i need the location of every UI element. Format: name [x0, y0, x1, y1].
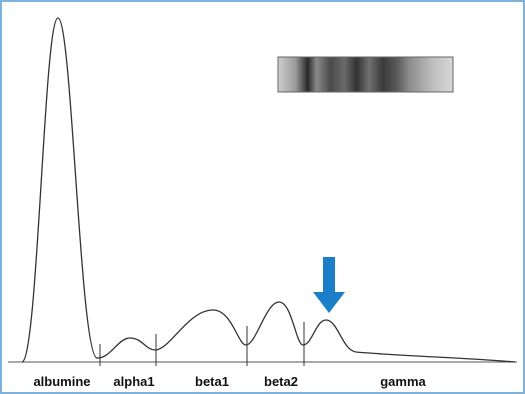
electrophoresis-figure: albumine alpha1 beta1 beta2 gamma: [0, 0, 525, 394]
fraction-label: beta1: [195, 374, 229, 389]
gel-strip: [278, 57, 453, 92]
page: {"labels": ["albumine", "alpha1", "beta1…: [0, 0, 525, 394]
fraction-label: gamma: [380, 374, 426, 389]
fraction-label: albumine: [33, 374, 90, 389]
fraction-label: alpha1: [113, 374, 154, 389]
arrow-shaft: [323, 257, 335, 293]
fraction-label: beta2: [264, 374, 298, 389]
